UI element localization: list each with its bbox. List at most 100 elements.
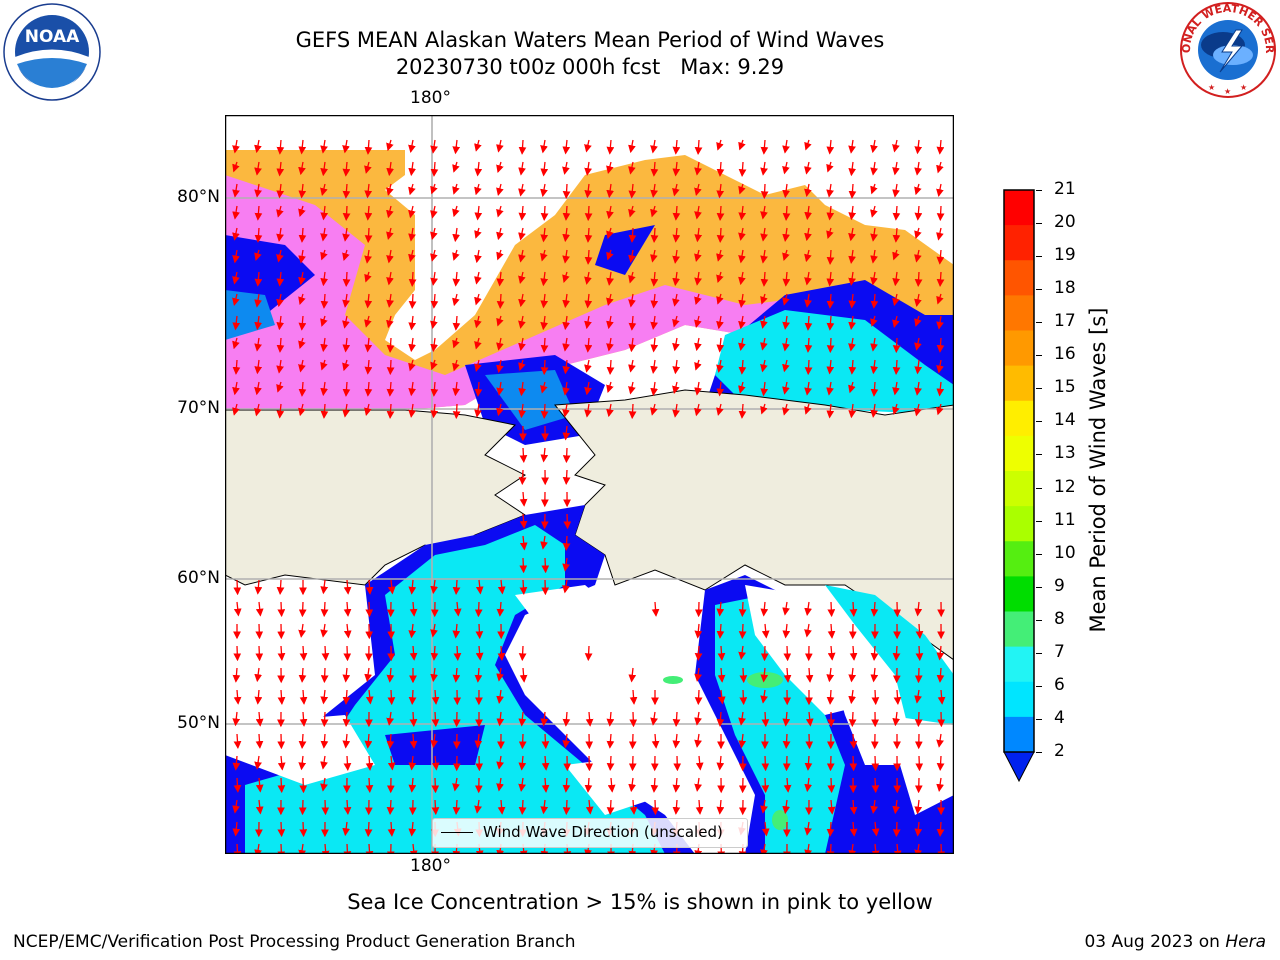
wave-direction-arrow (936, 227, 944, 241)
wave-direction-arrow (386, 403, 395, 419)
wave-direction-arrow (782, 755, 791, 772)
wave-direction-arrow (628, 227, 637, 243)
wave-direction-arrow (651, 733, 660, 749)
wave-direction-arrow (562, 799, 571, 816)
wave-direction-arrow (694, 227, 703, 243)
wave-direction-arrow (518, 755, 527, 771)
lon-label-bottom: 180° (410, 856, 451, 876)
legend-label: Wind Wave Direction (unscaled) (483, 823, 723, 841)
wave-direction-arrow (937, 689, 946, 705)
wave-direction-arrow (936, 315, 944, 330)
wave-direction-arrow (475, 623, 484, 640)
wave-direction-arrow (650, 271, 659, 287)
wave-direction-arrow (717, 645, 726, 661)
colorbar-bin (1004, 190, 1034, 226)
wave-direction-arrow (738, 205, 747, 221)
wave-direction-arrow (606, 205, 614, 220)
wave-direction-arrow (562, 315, 571, 331)
wave-direction-arrow (936, 667, 945, 683)
wave-direction-arrow (518, 139, 527, 155)
wave-direction-arrow (936, 381, 945, 397)
wave-direction-arrow (342, 403, 350, 418)
wave-direction-arrow (299, 711, 308, 727)
wave-direction-arrow (716, 799, 725, 815)
wave-direction-arrow (408, 139, 416, 153)
wave-direction-arrow (386, 227, 394, 240)
wave-direction-arrow (760, 293, 768, 305)
wave-direction-arrow (584, 205, 593, 222)
wave-direction-arrow (430, 183, 438, 195)
wave-direction-arrow (254, 337, 262, 352)
wave-direction-arrow (541, 777, 550, 793)
wave-direction-arrow (694, 667, 702, 682)
wave-direction-arrow (232, 315, 241, 331)
wave-direction-arrow (232, 799, 240, 814)
wave-direction-arrow (936, 183, 944, 197)
colorbar (1003, 189, 1035, 783)
wave-direction-arrow (408, 315, 417, 331)
wave-direction-arrow (914, 293, 922, 307)
wave-direction-arrow (914, 821, 923, 837)
wave-direction-arrow (914, 205, 923, 221)
wave-direction-arrow (540, 139, 548, 154)
wave-direction-arrow (738, 293, 746, 308)
wave-direction-arrow (694, 337, 702, 352)
wave-direction-arrow (386, 249, 394, 264)
wave-direction-arrow (848, 293, 857, 309)
colorbar-bin (1004, 611, 1034, 648)
wave-direction-arrow (826, 161, 834, 173)
wave-direction-arrow (848, 689, 857, 705)
colorbar-tick-mark (1036, 223, 1042, 225)
wave-direction-arrow (584, 161, 592, 176)
wave-direction-arrow (342, 293, 350, 308)
wave-direction-arrow (320, 359, 328, 371)
wave-direction-arrow (782, 139, 790, 154)
wave-direction-arrow (562, 183, 571, 199)
wave-direction-arrow (848, 843, 857, 854)
wave-direction-arrow (233, 579, 242, 596)
wave-direction-arrow (694, 711, 702, 726)
wave-direction-arrow (408, 755, 417, 771)
wave-direction-arrow (914, 249, 922, 263)
wave-direction-arrow (430, 337, 439, 353)
wave-direction-arrow (650, 381, 659, 397)
legend-line-icon (441, 832, 473, 833)
wave-direction-arrow (585, 711, 594, 727)
wave-direction-arrow (298, 799, 307, 816)
wave-direction-arrow (233, 689, 242, 705)
wave-direction-arrow (782, 249, 790, 262)
wave-direction-arrow (695, 799, 704, 815)
wave-direction-arrow (409, 601, 418, 617)
wave-direction-arrow (738, 139, 746, 151)
wave-direction-arrow (496, 381, 504, 396)
wave-direction-arrow (606, 403, 614, 418)
colorbar-tick-mark (1036, 322, 1042, 324)
wave-direction-arrow (298, 227, 307, 243)
wave-direction-arrow (672, 271, 681, 287)
wave-direction-arrow (760, 799, 768, 814)
wave-direction-arrow (518, 733, 527, 750)
wave-direction-arrow (936, 359, 944, 374)
wave-direction-arrow (936, 645, 945, 661)
wave-direction-arrow (848, 271, 856, 286)
wave-direction-arrow (804, 271, 812, 286)
wave-direction-arrow (606, 381, 614, 394)
wave-direction-arrow (232, 271, 240, 285)
wave-direction-arrow (585, 799, 594, 815)
wave-direction-arrow (761, 821, 770, 837)
colorbar-tick: 18 (1054, 278, 1076, 299)
wave-direction-arrow (254, 293, 262, 308)
wave-direction-arrow (804, 205, 813, 221)
wave-direction-arrow (716, 359, 724, 373)
wave-direction-arrow (342, 205, 351, 221)
wave-direction-arrow (584, 183, 593, 199)
wave-direction-arrow (804, 183, 812, 197)
wave-direction-arrow (805, 733, 814, 750)
wave-direction-arrow (826, 403, 835, 419)
wave-direction-arrow (892, 161, 900, 176)
wave-direction-arrow (694, 249, 702, 262)
wave-direction-arrow (254, 359, 263, 375)
wave-direction-arrow (914, 843, 922, 854)
wave-direction-arrow (870, 227, 878, 242)
wave-direction-arrow (760, 381, 769, 397)
